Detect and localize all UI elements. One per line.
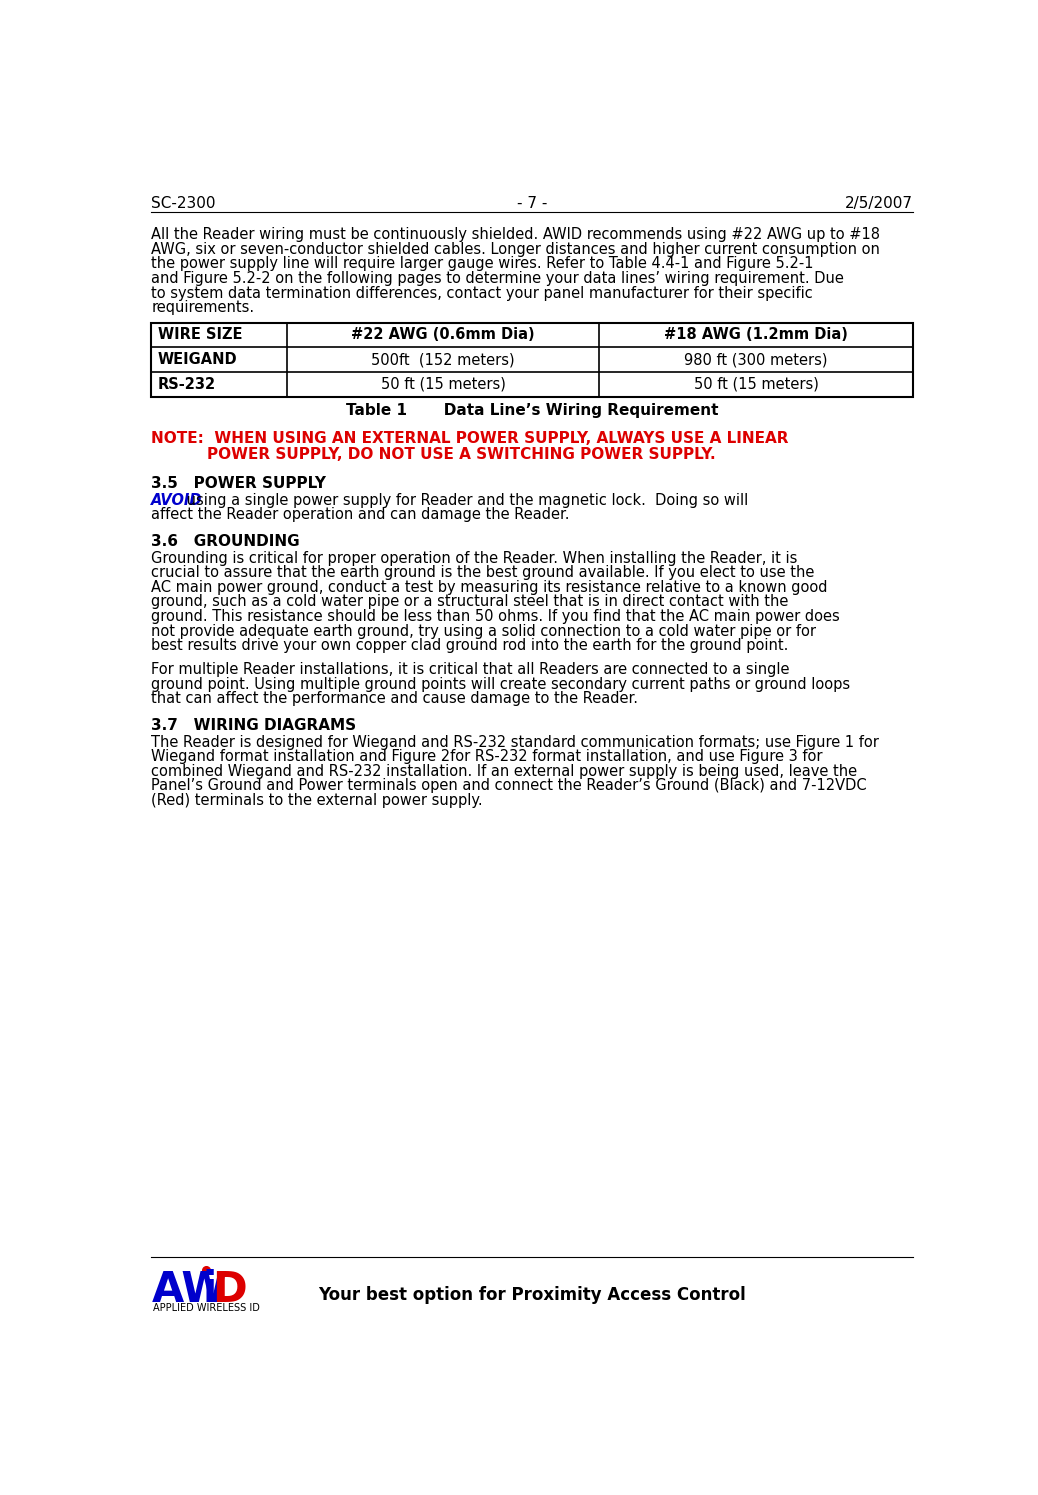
Text: 3.5   POWER SUPPLY: 3.5 POWER SUPPLY bbox=[152, 475, 326, 490]
Text: NOTE:  WHEN USING AN EXTERNAL POWER SUPPLY, ALWAYS USE A LINEAR: NOTE: WHEN USING AN EXTERNAL POWER SUPPL… bbox=[152, 431, 789, 446]
Text: WEIGAND: WEIGAND bbox=[158, 353, 238, 368]
Text: For multiple Reader installations, it is critical that all Readers are connected: For multiple Reader installations, it is… bbox=[152, 662, 790, 677]
Text: not provide adequate earth ground, try using a solid connection to a cold water : not provide adequate earth ground, try u… bbox=[152, 623, 817, 638]
Text: crucial to assure that the earth ground is the best ground available. If you ele: crucial to assure that the earth ground … bbox=[152, 565, 815, 580]
Text: to system data termination differences, contact your panel manufacturer for thei: to system data termination differences, … bbox=[152, 286, 813, 300]
Text: - 7 -: - 7 - bbox=[517, 196, 547, 211]
Text: 3.6   GROUNDING: 3.6 GROUNDING bbox=[152, 534, 300, 549]
Text: AWG, six or seven-conductor shielded cables. Longer distances and higher current: AWG, six or seven-conductor shielded cab… bbox=[152, 242, 880, 257]
Text: i: i bbox=[202, 1269, 217, 1311]
Text: AC main power ground, conduct a test by measuring its resistance relative to a k: AC main power ground, conduct a test by … bbox=[152, 580, 828, 595]
Text: All the Reader wiring must be continuously shielded. AWID recommends using #22 A: All the Reader wiring must be continuous… bbox=[152, 227, 880, 242]
Text: 2/5/2007: 2/5/2007 bbox=[845, 196, 912, 211]
Text: RS-232: RS-232 bbox=[158, 377, 216, 392]
Text: 3.7   WIRING DIAGRAMS: 3.7 WIRING DIAGRAMS bbox=[152, 718, 357, 733]
Text: 980 ft (300 meters): 980 ft (300 meters) bbox=[684, 353, 827, 368]
Text: ground. This resistance should be less than 50 ohms. If you find that the AC mai: ground. This resistance should be less t… bbox=[152, 608, 840, 623]
Text: The Reader is designed for Wiegand and RS-232 standard communication formats; us: The Reader is designed for Wiegand and R… bbox=[152, 734, 879, 749]
Text: 500ft  (152 meters): 500ft (152 meters) bbox=[372, 353, 515, 368]
Text: Grounding is critical for proper operation of the Reader. When installing the Re: Grounding is critical for proper operati… bbox=[152, 550, 798, 565]
Text: D: D bbox=[212, 1269, 247, 1311]
Text: that can affect the performance and cause damage to the Reader.: that can affect the performance and caus… bbox=[152, 692, 638, 707]
Text: Panel’s Ground and Power terminals open and connect the Reader’s Ground (Black) : Panel’s Ground and Power terminals open … bbox=[152, 779, 867, 794]
Text: using a single power supply for Reader and the magnetic lock.  Doing so will: using a single power supply for Reader a… bbox=[183, 493, 748, 508]
Text: AVOID: AVOID bbox=[152, 493, 203, 508]
Text: affect the Reader operation and can damage the Reader.: affect the Reader operation and can dama… bbox=[152, 507, 570, 522]
Text: 50 ft (15 meters): 50 ft (15 meters) bbox=[381, 377, 506, 392]
Text: #18 AWG (1.2mm Dia): #18 AWG (1.2mm Dia) bbox=[664, 327, 848, 342]
Text: APPLIED WIRELESS ID: APPLIED WIRELESS ID bbox=[153, 1302, 260, 1313]
Text: Wiegand format installation and Figure 2for RS-232 format installation, and use : Wiegand format installation and Figure 2… bbox=[152, 749, 823, 764]
Text: Table 1       Data Line’s Wiring Requirement: Table 1 Data Line’s Wiring Requirement bbox=[346, 402, 718, 417]
Text: requirements.: requirements. bbox=[152, 300, 254, 315]
Text: ground point. Using multiple ground points will create secondary current paths o: ground point. Using multiple ground poin… bbox=[152, 677, 850, 692]
Text: combined Wiegand and RS-232 installation. If an external power supply is being u: combined Wiegand and RS-232 installation… bbox=[152, 764, 857, 779]
Text: the power supply line will require larger gauge wires. Refer to Table 4.4-1 and : the power supply line will require large… bbox=[152, 257, 814, 272]
Text: Your best option for Proximity Access Control: Your best option for Proximity Access Co… bbox=[318, 1286, 746, 1304]
Text: and Figure 5.2-2 on the following pages to determine your data lines’ wiring req: and Figure 5.2-2 on the following pages … bbox=[152, 271, 844, 286]
Text: SC-2300: SC-2300 bbox=[152, 196, 216, 211]
Text: 50 ft (15 meters): 50 ft (15 meters) bbox=[693, 377, 818, 392]
Text: #22 AWG (0.6mm Dia): #22 AWG (0.6mm Dia) bbox=[352, 327, 535, 342]
Text: best results drive your own copper clad ground rod into the earth for the ground: best results drive your own copper clad … bbox=[152, 638, 789, 653]
Bar bbox=[152, 323, 912, 396]
Text: (Red) terminals to the external power supply.: (Red) terminals to the external power su… bbox=[152, 792, 483, 809]
Text: WIRE SIZE: WIRE SIZE bbox=[158, 327, 242, 342]
Text: AW: AW bbox=[152, 1269, 227, 1311]
Text: ground, such as a cold water pipe or a structural steel that is in direct contac: ground, such as a cold water pipe or a s… bbox=[152, 595, 789, 610]
Text: POWER SUPPLY, DO NOT USE A SWITCHING POWER SUPPLY.: POWER SUPPLY, DO NOT USE A SWITCHING POW… bbox=[208, 447, 716, 462]
